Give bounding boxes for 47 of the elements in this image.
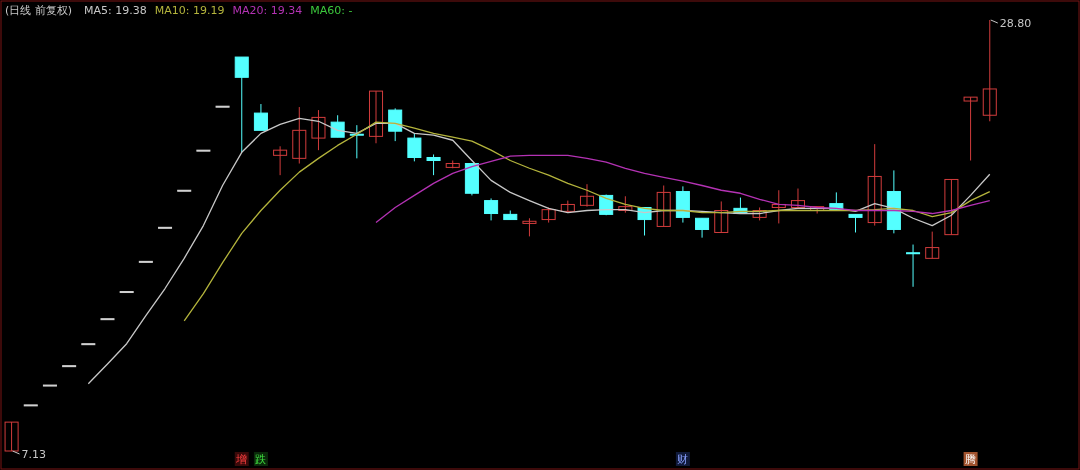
- candlestick: [579, 183, 595, 208]
- legend-label: MA60: -: [310, 4, 353, 17]
- candlestick: [771, 189, 786, 224]
- candlestick: [62, 365, 77, 368]
- text: 跌: [255, 453, 267, 466]
- candlestick: [426, 153, 441, 176]
- candlestick: [982, 19, 997, 122]
- candlestick: [695, 217, 710, 239]
- text: MA10: 19.19: [154, 4, 225, 17]
- candlestick: [963, 96, 978, 162]
- candlestick: [484, 197, 499, 221]
- candlestick: [158, 226, 173, 229]
- text: MA5: 19.38: [84, 4, 147, 17]
- candlestick: [368, 90, 384, 144]
- candlestick: [215, 105, 230, 108]
- candlestick: [522, 217, 537, 237]
- candlestick: [196, 149, 211, 152]
- candlestick: [253, 103, 268, 131]
- candlestick: [906, 244, 921, 288]
- annotation: 7.13: [21, 448, 47, 461]
- candlestick: [138, 260, 153, 263]
- candlestick: [4, 421, 19, 452]
- candlestick: [407, 132, 422, 162]
- candlestick: [292, 106, 307, 165]
- candlestick: [119, 291, 134, 294]
- text: 28.80: [999, 17, 1032, 30]
- candlestick: [848, 213, 863, 233]
- candlestick: [790, 188, 805, 208]
- candlestick: [714, 200, 729, 233]
- text: 腾: [965, 453, 977, 466]
- candlestick: [23, 404, 38, 407]
- candlestick: [330, 114, 345, 138]
- candlestick: [925, 231, 940, 259]
- text: 增: [235, 453, 248, 466]
- candlestick: [656, 185, 671, 227]
- candlestick: [944, 178, 959, 236]
- chart-title: (日线 前复权): [5, 4, 73, 17]
- candlestick: [273, 145, 288, 176]
- text: MA20: 19.34: [232, 4, 303, 17]
- candlestick: [42, 384, 57, 387]
- text: 财: [677, 453, 689, 466]
- candlestick: [234, 56, 249, 153]
- candlestick: [867, 143, 882, 227]
- candlestick: [311, 109, 326, 151]
- candlestick: [177, 189, 192, 192]
- candlestick: [81, 343, 96, 346]
- candlestick: [100, 318, 115, 321]
